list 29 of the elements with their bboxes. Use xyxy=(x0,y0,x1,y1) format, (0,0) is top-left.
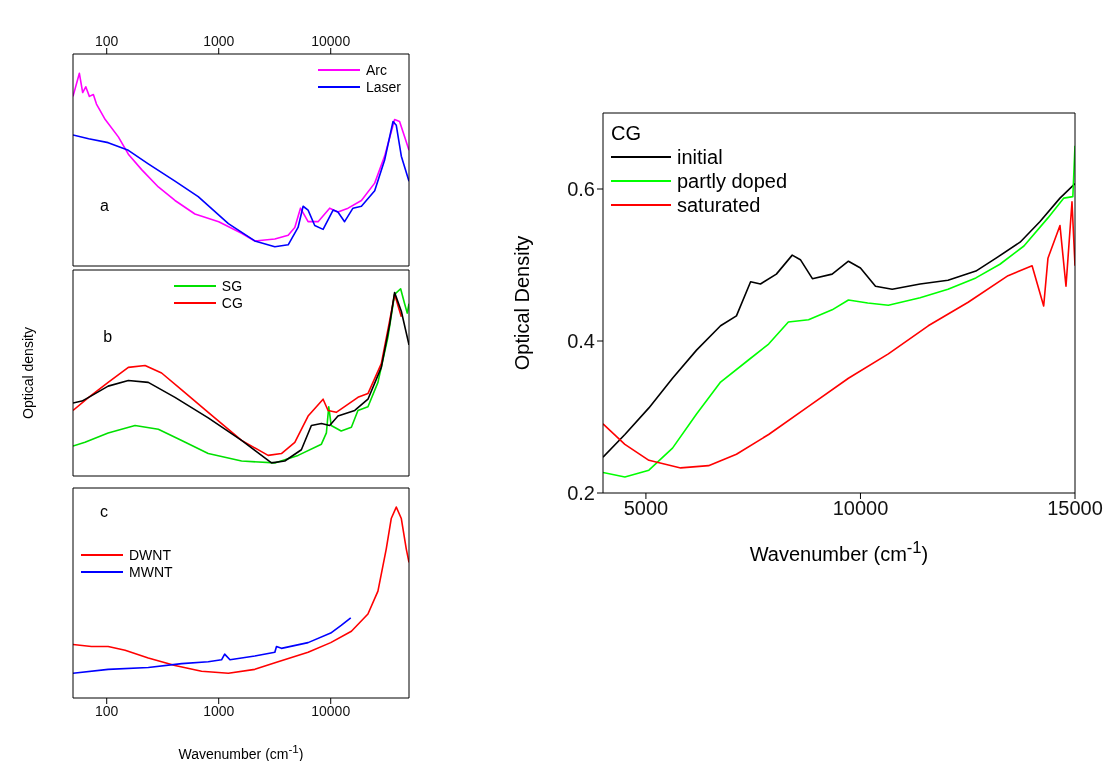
x-tick-label: 100 xyxy=(95,33,119,49)
x-axis-title: Wavenumber (cm$^{-1}$) xyxy=(748,538,930,566)
legend-label: partly doped xyxy=(677,169,788,193)
y-axis-title: Optical density xyxy=(20,327,36,419)
x-tick-label: 5000 xyxy=(623,497,669,520)
legend-label: saturated xyxy=(677,193,761,217)
y-tick-label: 0.2 xyxy=(567,482,595,505)
x-tick-label: 15000 xyxy=(1047,497,1103,520)
legend-label: CG xyxy=(221,294,243,312)
x-tick-label: 1000 xyxy=(203,702,235,719)
x-tick-label: 1000 xyxy=(203,33,235,49)
annotation: b xyxy=(103,327,113,346)
legend-label: MWNT xyxy=(129,563,173,581)
y-tick-label: 0.4 xyxy=(567,330,595,353)
x-tick-label: 10000 xyxy=(832,497,889,520)
legend-label: DWNT xyxy=(129,546,171,564)
annotation: a xyxy=(99,196,109,215)
legend-label: initial xyxy=(677,145,723,169)
x-tick-label: 100 xyxy=(95,702,119,719)
x-axis-title: Wavenumber (cm$^{-1}$) xyxy=(177,742,305,761)
annotation: c xyxy=(99,503,108,522)
legend-title: CG xyxy=(611,121,642,145)
y-tick-label: 0.6 xyxy=(567,178,595,201)
legend-label: Arc xyxy=(365,62,387,79)
y-axis-title: Optical Density xyxy=(510,235,534,371)
legend-label: SG xyxy=(221,278,243,295)
legend-label: Laser xyxy=(365,78,401,96)
x-tick-label: 10000 xyxy=(311,702,351,719)
x-tick-label: 10000 xyxy=(311,33,351,49)
